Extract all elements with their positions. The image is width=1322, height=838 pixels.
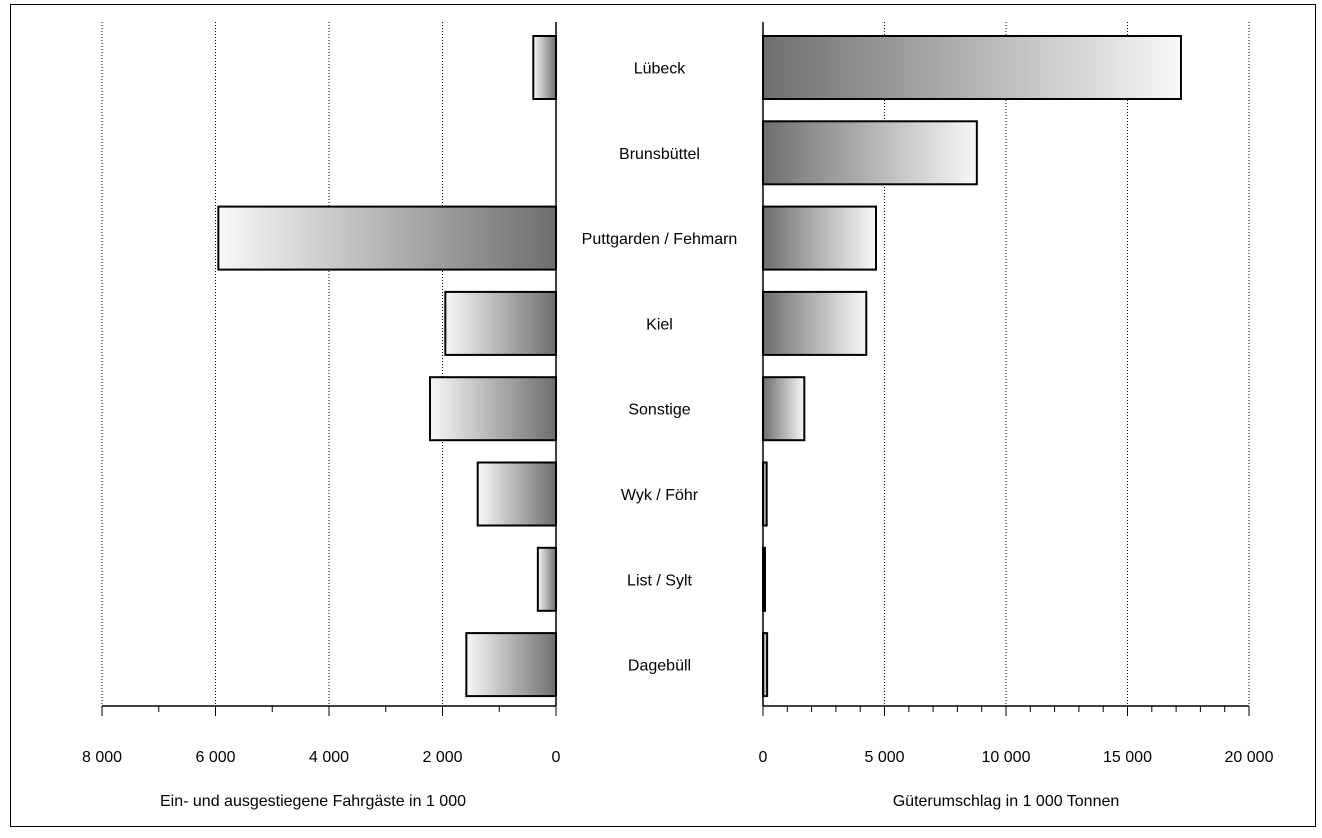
left-tick-label: 8 000 — [82, 749, 122, 766]
right-tick-label: 0 — [759, 749, 768, 766]
category-label: Wyk / Föhr — [621, 487, 699, 504]
left-bar — [444, 290, 557, 356]
left-bar — [532, 35, 557, 100]
left-axis-title: Ein- und ausgestiegene Fahrgäste in 1 00… — [160, 793, 466, 810]
category-label: Dagebüll — [628, 658, 691, 675]
left-tick-label: 6 000 — [195, 749, 235, 766]
category-label: Brunsbüttel — [619, 146, 700, 163]
right-axis-title: Güterumschlag in 1 000 Tonnen — [893, 793, 1120, 810]
category-label: Puttgarden / Fehmarn — [582, 231, 738, 248]
left-tick-label: 0 — [552, 749, 561, 766]
chart-frame — [10, 4, 1316, 827]
axis-layer — [101, 22, 1250, 716]
label-layer: 0 2 000 4 000 6 000 8 000 Ein- und ausgestieg… — [82, 61, 1274, 811]
left-tick-label: 2 000 — [422, 749, 462, 766]
right-tick-label: 20 000 — [1225, 749, 1274, 766]
category-label: Kiel — [646, 316, 673, 333]
right-bar — [762, 376, 806, 442]
left-tick-label: 4 000 — [309, 749, 349, 766]
left-bar — [217, 205, 557, 271]
left-bar — [465, 632, 557, 698]
bar-layer — [217, 35, 1182, 698]
right-bar — [762, 35, 1182, 100]
right-tick-label: 15 000 — [1103, 749, 1152, 766]
left-bar — [536, 546, 558, 612]
right-bar — [762, 120, 978, 186]
category-label: Sonstige — [628, 402, 690, 419]
category-label: Lübeck — [634, 61, 687, 78]
category-label: List / Sylt — [627, 572, 692, 589]
left-bar — [476, 461, 557, 527]
left-bar — [429, 376, 558, 442]
right-tick-label: 10 000 — [982, 749, 1031, 766]
right-tick-label: 5 000 — [864, 749, 904, 766]
right-bar — [762, 205, 877, 271]
right-bar — [762, 290, 868, 356]
